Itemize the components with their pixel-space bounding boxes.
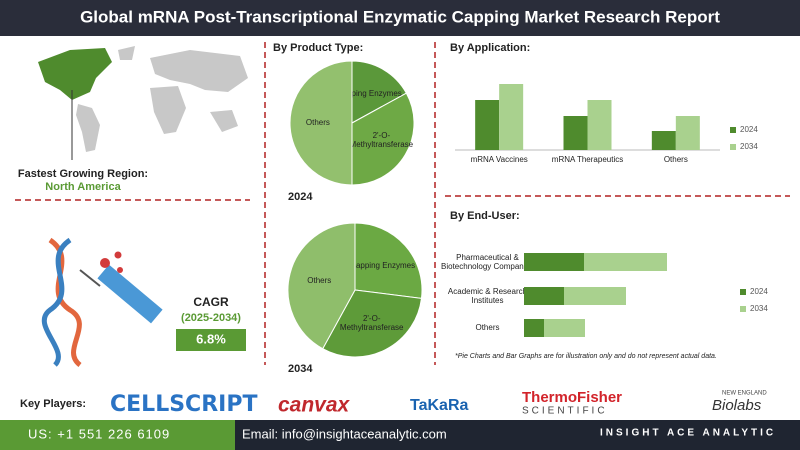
slice-label-box: Capping Enzymes (350, 261, 416, 271)
legend-swatch (740, 306, 746, 312)
dna-syringe-icon (41, 237, 163, 367)
legend-swatch (740, 289, 746, 295)
legend-swatch (730, 144, 736, 150)
pie-slice (287, 222, 356, 350)
bar-segment (584, 253, 667, 271)
slice-label: 2'-O-Methyltransferase (339, 313, 404, 332)
pie-slice (354, 222, 423, 299)
legend-swatch (730, 127, 736, 133)
pie-year: 2024 (288, 191, 313, 203)
slice-label: Others (307, 276, 332, 286)
y-tick-label-box: Pharmaceutical & Biotechnology Companies (441, 252, 534, 271)
bar (499, 84, 524, 150)
x-tick-label: Others (664, 155, 688, 164)
company-logo: ThermoFisher (522, 389, 622, 406)
cagr-box (176, 329, 246, 351)
slice-label: Capping Enzymes (336, 89, 402, 99)
company-logo: canvax (278, 394, 351, 417)
dividers (15, 42, 790, 365)
legend-label: 2034 (740, 142, 758, 151)
title-bar (0, 0, 800, 36)
legend-label: 2034 (750, 304, 768, 313)
section-heading: By Product Type: (273, 42, 363, 54)
chart-title: By End-User: (450, 210, 520, 222)
chart-title: By Application: (450, 42, 530, 54)
slice-label-box: 2'-O-Methyltransferase (349, 131, 414, 150)
cagr-value: 6.8% (196, 331, 226, 346)
pie-year: 2034 (288, 363, 313, 375)
bar (675, 116, 700, 150)
footnote: *Pie Charts and Bar Graphs are for illus… (455, 353, 717, 360)
legend-label: 2024 (750, 287, 768, 296)
company-logo: SCIENTIFIC (522, 406, 608, 417)
slice-label: Others (305, 118, 330, 128)
email-bar (235, 420, 800, 450)
key-players-label: Key Players: (20, 398, 86, 410)
bar (563, 116, 588, 150)
pie-slice (351, 92, 415, 186)
brand: INSIGHT ACE ANALYTIC (600, 428, 776, 439)
x-tick-label: mRNA Vaccines (471, 155, 528, 164)
slice-label: 2'-O-Methyltransferase (349, 131, 414, 150)
legend-label: 2024 (740, 125, 758, 134)
phone-bar (0, 420, 235, 450)
company-logo: NEW ENGLAND (722, 391, 767, 397)
bar (651, 131, 676, 150)
y-tick-label: Pharmaceutical & Biotechnology Companies (441, 252, 534, 271)
bar (475, 100, 500, 150)
bar-segment (524, 319, 544, 337)
company-logo: CELLSCRIPT (110, 392, 257, 417)
slice-label-box: Others (305, 118, 330, 128)
company-logo: Biolabs (712, 397, 762, 414)
pie-slice (351, 60, 408, 124)
bar-segment (524, 253, 584, 271)
bar-segment (544, 319, 585, 337)
world-map (38, 46, 248, 152)
phone: US: +1 551 226 6109 (28, 426, 170, 441)
company-logo: TaKaRa (410, 397, 468, 414)
bar-segment (564, 287, 626, 305)
bar (587, 100, 612, 150)
y-tick-label-box: Others (475, 323, 500, 333)
pie-slice (322, 289, 423, 358)
cagr-period: (2025-2034) (181, 312, 241, 324)
y-tick-label: Academic & Research Institutes (447, 286, 528, 305)
bar-segment (524, 287, 564, 305)
title: Global mRNA Post-Transcriptional Enzymat… (80, 7, 720, 26)
region-label: Fastest Growing Region: (18, 168, 148, 180)
slice-label-box: 2'-O-Methyltransferase (339, 313, 404, 332)
y-tick-label-box: Academic & Research Institutes (447, 286, 528, 305)
slice-label-box: Capping Enzymes (336, 89, 402, 99)
region-value: North America (45, 181, 121, 193)
email: Email: info@insightaceanalytic.com (242, 426, 447, 441)
x-tick-label: mRNA Therapeutics (552, 155, 623, 164)
y-tick-label: Others (475, 323, 500, 333)
pie-slice (289, 60, 353, 186)
slice-label-box: Others (307, 276, 332, 286)
slice-label: Capping Enzymes (350, 261, 416, 271)
cagr-label: CAGR (193, 295, 229, 309)
